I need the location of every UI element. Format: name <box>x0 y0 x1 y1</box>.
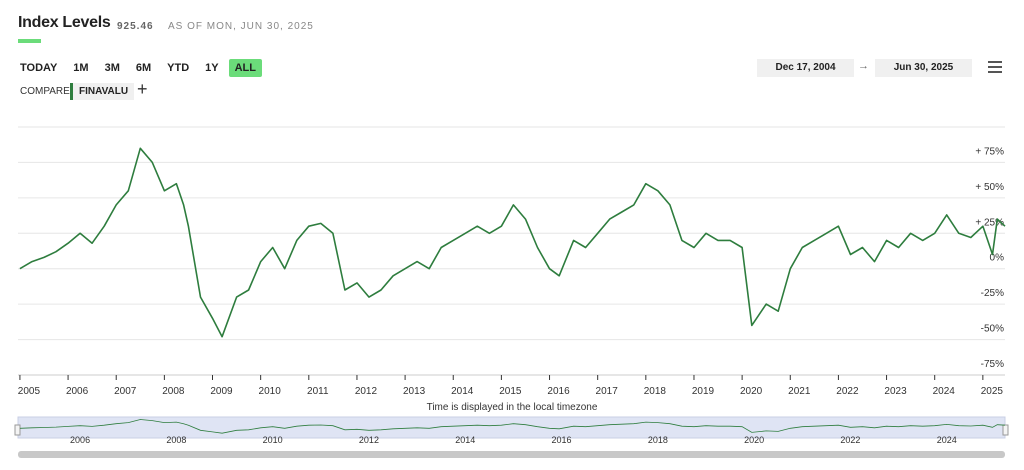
range-buttons: TODAY 1M 3M 6M YTD 1Y ALL <box>14 59 262 77</box>
y-tick-label: -25% <box>981 288 1004 299</box>
x-tick-label: 2021 <box>788 386 811 397</box>
navigator-line <box>19 419 1006 434</box>
line <box>19 147 1006 338</box>
navigator-tick-label: 2024 <box>937 435 957 445</box>
menu[interactable] <box>988 61 1002 76</box>
x-tick-label: 2008 <box>162 386 185 397</box>
x-tick-label: 2023 <box>884 386 907 397</box>
date-to[interactable]: Jun 30, 2025 <box>875 59 972 77</box>
x-tick-label: 2016 <box>547 386 570 397</box>
y-tick-label: + 25% <box>975 217 1004 228</box>
as-of: AS OF MON, JUN 30, 2025 <box>168 21 314 32</box>
navigator-tick-label: 2010 <box>263 435 283 445</box>
x-tick-label: 2024 <box>933 386 956 397</box>
date-from[interactable]: Dec 17, 2004 <box>757 59 854 77</box>
title: Index Levels <box>18 14 111 31</box>
navigator-tick-label: 2020 <box>744 435 764 445</box>
x-tick-label: 2005 <box>18 386 41 397</box>
title-underline <box>18 39 41 43</box>
navigator-tick-label: 2018 <box>648 435 668 445</box>
y-tick-label: 0% <box>990 253 1005 264</box>
navigator-tick-label: 2006 <box>70 435 90 445</box>
compare-chip[interactable]: FINAVALU <box>70 83 135 100</box>
x-tick-label: 2011 <box>307 386 329 397</box>
y-tick-label: -50% <box>981 324 1004 335</box>
x-tick-label: 2019 <box>692 386 715 397</box>
x-tick-label: 2022 <box>836 386 859 397</box>
range-button[interactable]: TODAY <box>20 62 58 74</box>
y-tick-label: -75% <box>981 359 1004 370</box>
scrollbar[interactable] <box>18 451 1005 458</box>
range-button[interactable]: 1M <box>73 62 89 74</box>
x-tick-label: 2012 <box>355 386 378 397</box>
x-note: Time is displayed in the local timezone <box>427 402 598 413</box>
x-tick-label: 2015 <box>499 386 522 397</box>
x-tick-label: 2009 <box>210 386 233 397</box>
compare-add[interactable]: + <box>137 79 148 99</box>
range-button[interactable]: 6M <box>135 62 152 74</box>
range-button[interactable]: YTD <box>167 62 190 74</box>
navigator-tick-label: 2008 <box>166 435 186 445</box>
navigator-tick-label: 2014 <box>455 435 475 445</box>
x-tick-label: 2006 <box>66 386 89 397</box>
x-tick-label: 2025 <box>981 386 1004 397</box>
compare-label: COMPARE <box>20 86 70 97</box>
y-tick-label: + 50% <box>975 182 1004 193</box>
navigator-handle[interactable] <box>1002 424 1009 436</box>
range-button[interactable]: ALL <box>228 59 262 77</box>
y-tick-label: + 75% <box>975 146 1004 157</box>
range-button[interactable]: 1Y <box>205 62 219 74</box>
x-tick-label: 2018 <box>644 386 667 397</box>
x-tick-label: 2017 <box>596 386 619 397</box>
x-tick-label: 2007 <box>114 386 137 397</box>
range-button[interactable]: 3M <box>104 62 120 74</box>
x-tick-label: 2020 <box>740 386 763 397</box>
date-arrow: → <box>858 60 869 72</box>
x-tick-label: 2013 <box>403 386 426 397</box>
x-tick-label: 2014 <box>451 386 474 397</box>
navigator-handle[interactable] <box>14 424 21 436</box>
x-tick-label: 2010 <box>259 386 282 397</box>
navigator-tick-label: 2016 <box>552 435 572 445</box>
navigator-tick-label: 2012 <box>359 435 379 445</box>
navigator-tick-label: 2022 <box>840 435 860 445</box>
index-value: 925.46 <box>117 21 154 32</box>
